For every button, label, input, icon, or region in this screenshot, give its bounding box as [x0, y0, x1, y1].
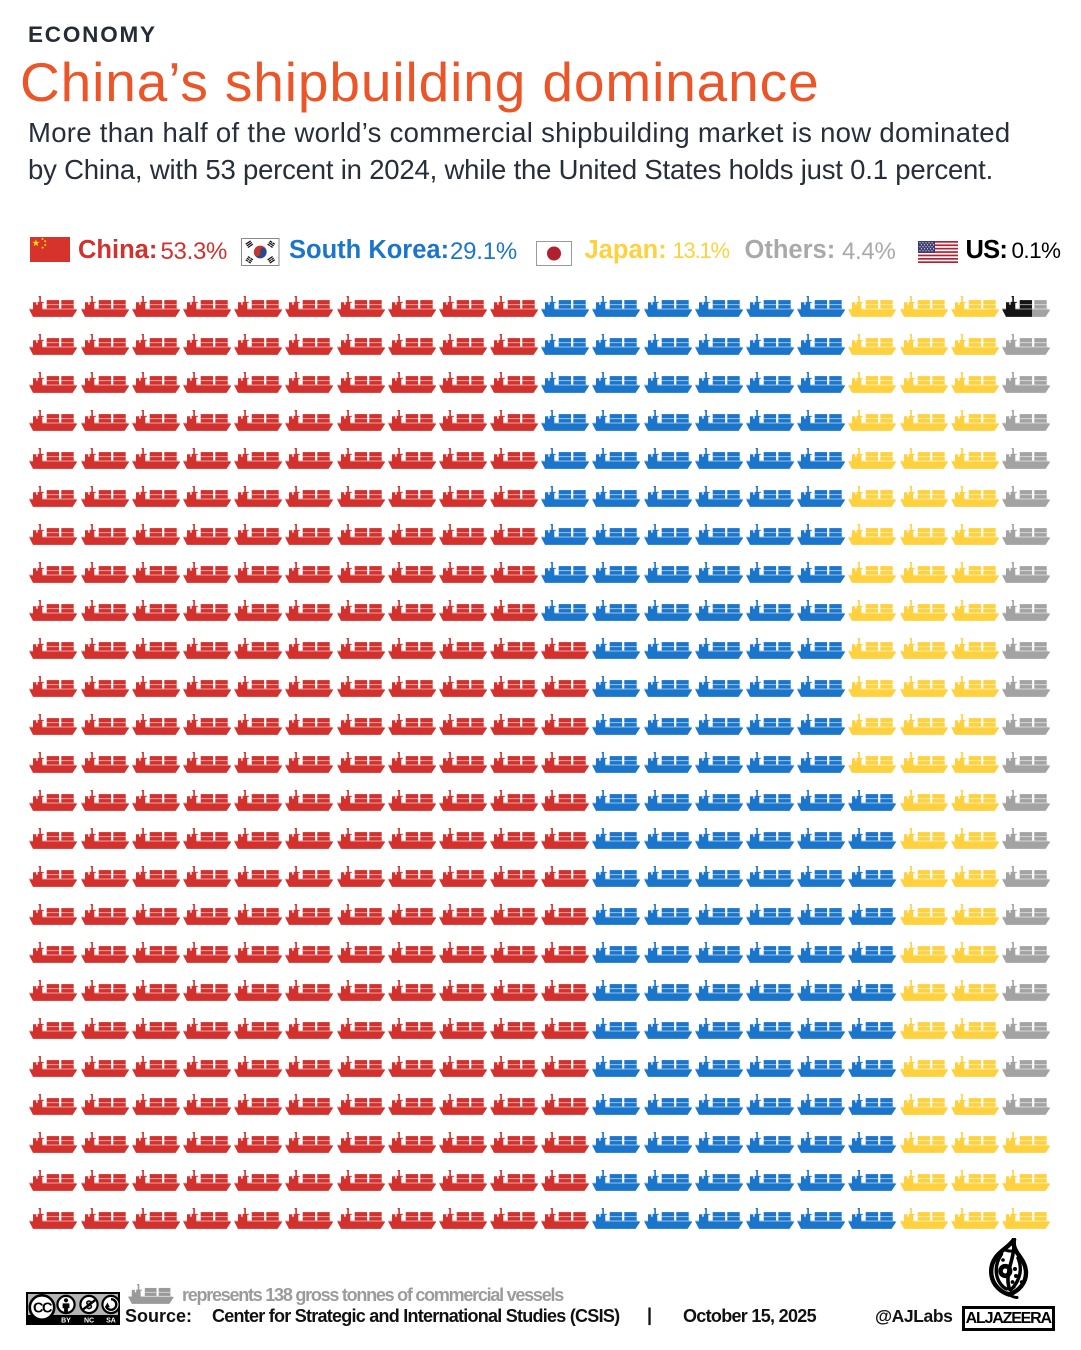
svg-text:CC: CC [33, 1301, 53, 1317]
svg-text:NC: NC [84, 1317, 94, 1324]
svg-text:SA: SA [106, 1317, 116, 1324]
svg-text:BY: BY [61, 1317, 71, 1324]
